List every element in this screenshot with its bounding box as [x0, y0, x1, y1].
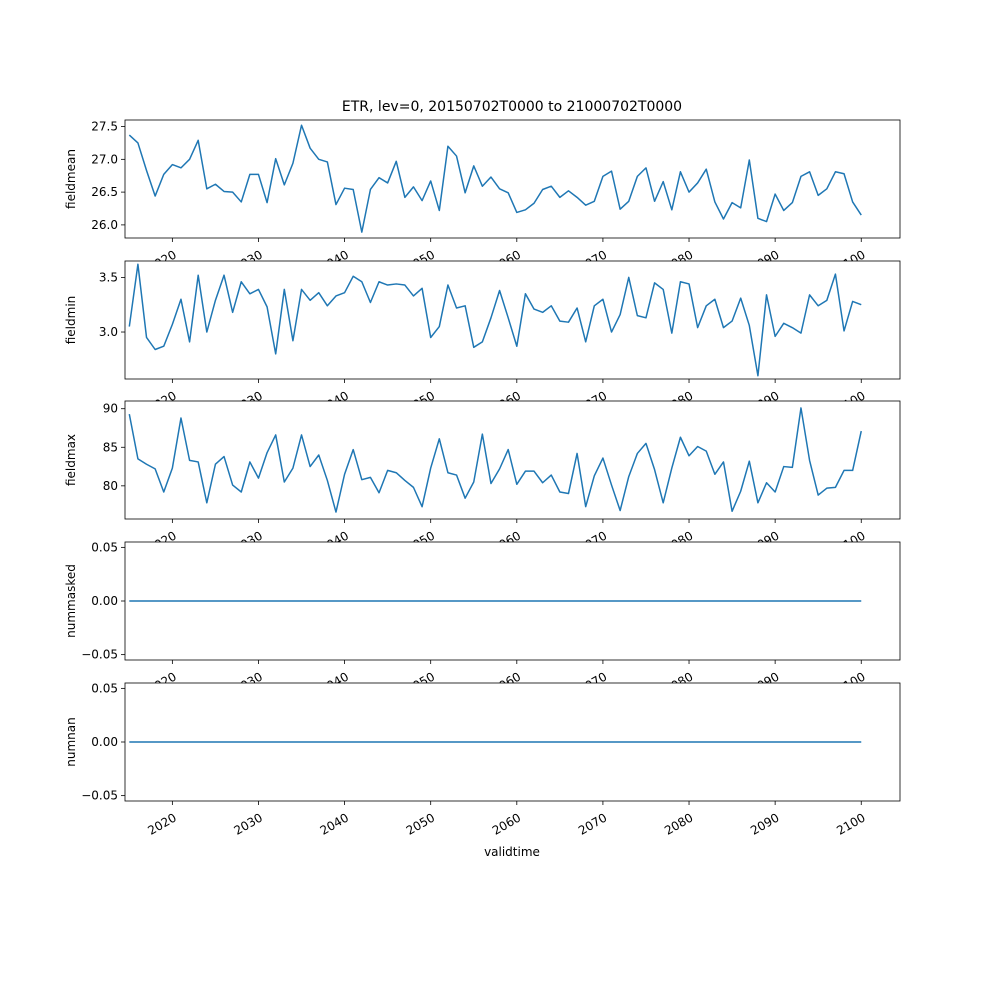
axes-frame: [124, 119, 901, 239]
panel-background: [125, 261, 900, 379]
panels: 26.026.527.027.5202020302040205020602070…: [64, 119, 901, 838]
y-tick-label: 3.5: [99, 270, 118, 284]
y-tick-label: 27.5: [91, 120, 118, 134]
y-axis-label: nummasked: [64, 564, 78, 638]
y-tick-label: 0.00: [91, 735, 118, 749]
y-tick-label: 3.0: [99, 325, 118, 339]
series-line-fieldmean: [128, 124, 862, 233]
axes-frame: [124, 682, 901, 802]
series-line-fieldmin: [128, 263, 862, 377]
y-tick-label: 80: [103, 479, 118, 493]
y-tick-label: −0.05: [81, 648, 118, 662]
axes-frame: [124, 541, 901, 661]
chart-title: ETR, lev=0, 20150702T0000 to 21000702T00…: [342, 99, 682, 115]
y-tick-label: 0.00: [91, 594, 118, 608]
panel-background: [125, 401, 900, 519]
y-tick-label: 85: [103, 440, 118, 454]
axes-frame: [124, 260, 901, 380]
y-axis-label: numnan: [64, 717, 78, 766]
series-line-fieldmax: [128, 407, 862, 513]
y-axis-label: fieldmean: [64, 149, 78, 209]
y-tick-label: 27.0: [91, 152, 118, 166]
y-tick-label: 26.0: [91, 218, 118, 232]
y-tick-label: 0.05: [91, 681, 118, 695]
y-tick-label: 0.05: [91, 540, 118, 554]
y-tick-label: 26.5: [91, 185, 118, 199]
y-tick-label: −0.05: [81, 789, 118, 803]
x-axis-label: validtime: [484, 845, 540, 859]
axes-frame: [124, 400, 901, 520]
y-tick-label: 90: [103, 402, 118, 416]
y-axis-label: fieldmax: [64, 434, 78, 486]
y-axis-label: fieldmin: [64, 296, 78, 345]
